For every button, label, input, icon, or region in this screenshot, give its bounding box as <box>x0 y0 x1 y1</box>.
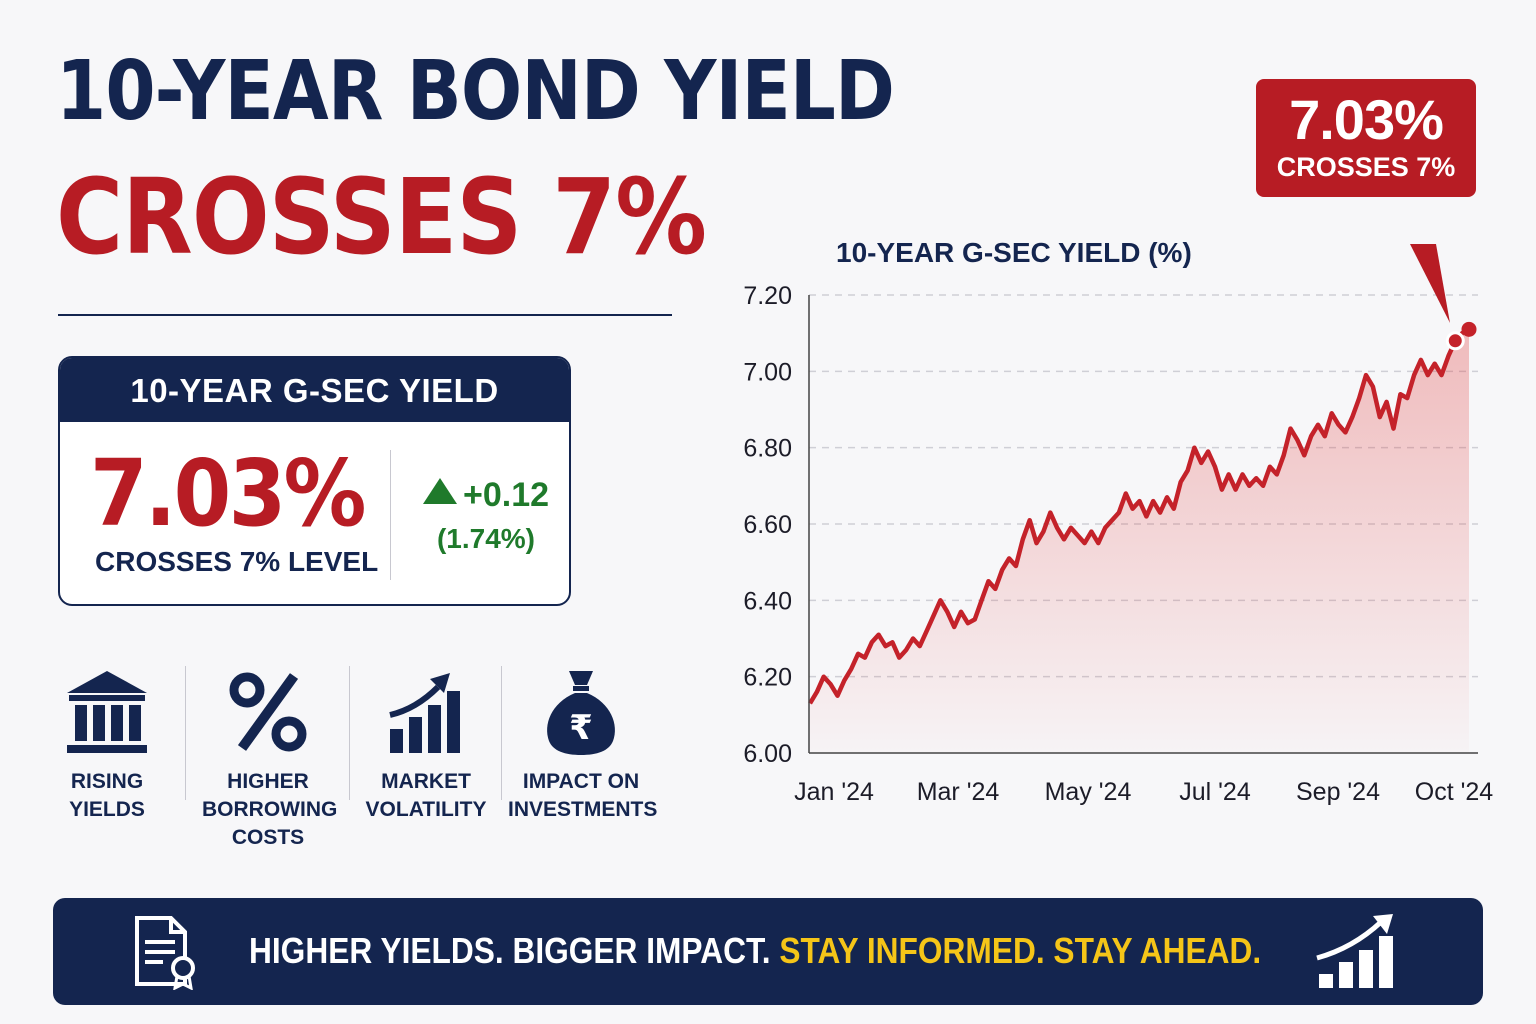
callout-label: CROSSES 7% <box>1276 152 1456 182</box>
y-tick-label: 6.00 <box>743 740 792 768</box>
impact-market-volatility: MARKET VOLATILITY <box>364 662 488 824</box>
y-tick-label: 7.20 <box>743 282 792 310</box>
x-tick-label: Jul '24 <box>1179 778 1251 806</box>
yield-line-chart: 10-YEAR G-SEC YIELD (%) 7.20 7.00 6.80 6.60… <box>743 237 1494 806</box>
impact-label: RISING <box>70 770 144 793</box>
x-tick-label: Jan '24 <box>794 778 874 806</box>
headline-line-2: CROSSES 7% <box>56 156 707 278</box>
x-tick-label: Sep '24 <box>1296 778 1380 806</box>
svg-text:₹: ₹ <box>569 708 593 748</box>
impact-separator <box>349 666 350 800</box>
impact-label: BORROWING <box>202 798 338 821</box>
change-percent: (1.74%) <box>436 523 536 554</box>
impact-rising-yields: RISING YIELDS <box>56 662 158 824</box>
x-tick-label: Oct '24 <box>1415 778 1494 806</box>
x-tick-label: Mar '24 <box>917 778 1000 806</box>
growth-chart-icon <box>1316 914 1393 988</box>
card-value: 7.03% <box>90 440 366 547</box>
impact-separator <box>501 666 502 800</box>
yield-card: 10-YEAR G-SEC YIELD 7.03% CROSSES 7% LEV… <box>58 356 571 606</box>
rupee-bag-icon: ₹ <box>547 671 615 755</box>
chart-title: 10-YEAR G-SEC YIELD (%) <box>836 237 1192 268</box>
banner-text-white: HIGHER YIELDS. BIGGER IMPACT. <box>249 930 771 971</box>
yield-series-line <box>808 327 1471 705</box>
yield-area-fill <box>810 329 1469 753</box>
impact-label: HIGHER <box>227 770 309 793</box>
card-title: 10-YEAR G-SEC YIELD <box>60 358 569 422</box>
impact-label: VOLATILITY <box>365 798 487 821</box>
footer-banner: HIGHER YIELDS. BIGGER IMPACT. STAY INFOR… <box>53 898 1483 1005</box>
bar-growth-icon <box>389 673 460 753</box>
bank-icon <box>67 671 147 753</box>
impact-on-investments: ₹ IMPACT ON INVESTMENTS <box>508 662 658 824</box>
y-tick-label: 6.40 <box>743 587 792 615</box>
callout-value: 7.03% <box>1289 88 1444 151</box>
change-value: +0.12 <box>462 476 550 514</box>
card-separator <box>390 450 391 580</box>
banner-text-yellow: STAY INFORMED. STAY AHEAD. <box>779 930 1262 971</box>
x-tick-label: May '24 <box>1045 778 1132 806</box>
impact-label: YIELDS <box>69 798 145 821</box>
impact-separator <box>185 666 186 800</box>
highlight-point <box>1461 321 1477 337</box>
y-tick-label: 6.20 <box>743 664 792 692</box>
impact-label: MARKET <box>381 770 471 793</box>
callout-pointer <box>1410 244 1450 323</box>
change-block: +0.12 (1.74%) <box>416 476 556 555</box>
impact-label: IMPACT ON <box>522 770 640 793</box>
document-certificate-icon <box>135 916 195 990</box>
impact-label: INVESTMENTS <box>508 798 658 821</box>
headline-line-1: 10-YEAR BOND YIELD <box>56 44 895 139</box>
impact-borrowing-costs: HIGHER BORROWING COSTS <box>202 662 338 852</box>
y-tick-label: 6.60 <box>743 511 792 539</box>
headline-divider <box>58 314 672 316</box>
card-subtitle: CROSSES 7% LEVEL <box>95 546 379 577</box>
y-tick-label: 6.80 <box>743 435 792 463</box>
callout-box: 7.03% CROSSES 7% <box>1256 79 1476 197</box>
percent-icon <box>229 672 307 752</box>
impact-label: COSTS <box>231 826 305 849</box>
highlight-point <box>1445 331 1465 351</box>
triangle-up-icon <box>422 478 457 504</box>
y-tick-label: 7.00 <box>743 358 792 386</box>
